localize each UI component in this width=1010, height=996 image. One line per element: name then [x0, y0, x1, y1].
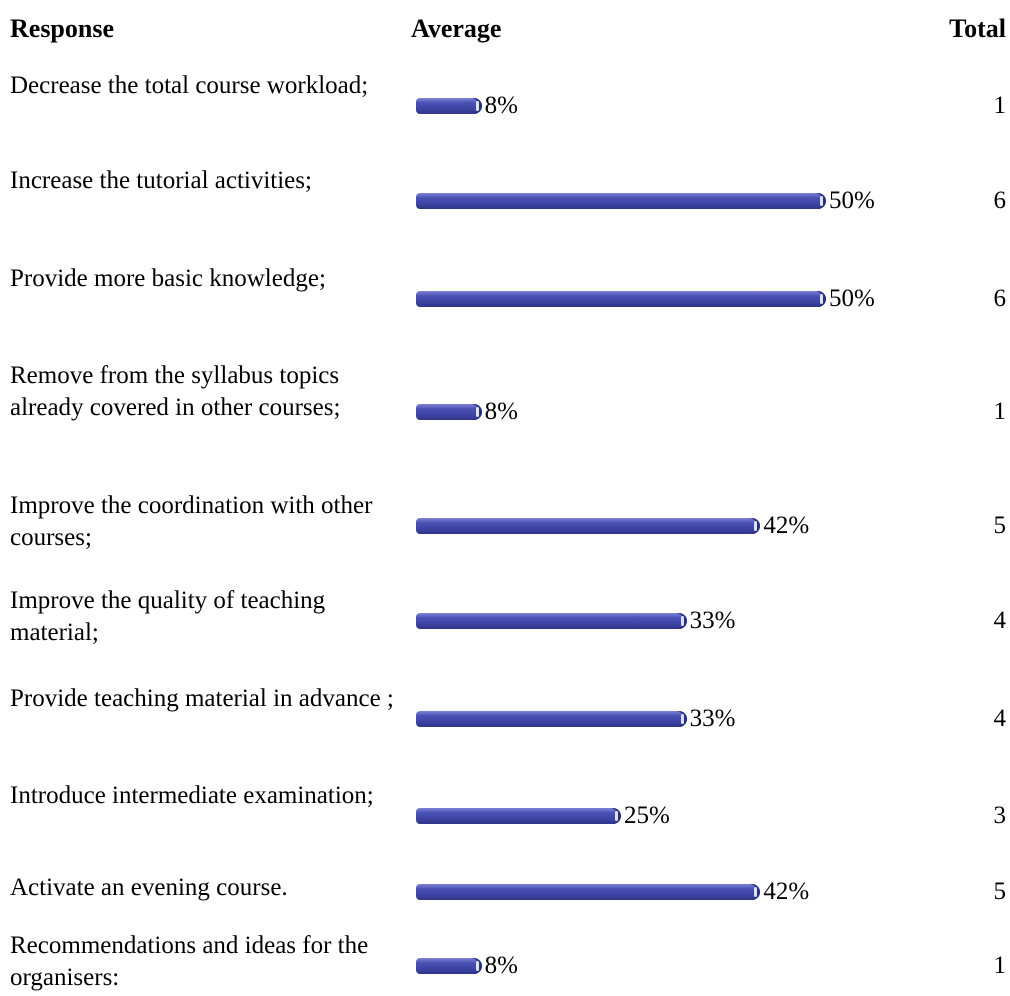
total-value: 4 [993, 607, 1007, 634]
table-row: Provide teaching material in advance ; 33… [0, 683, 1010, 755]
response-label: Improve the quality of teaching material… [10, 587, 326, 646]
average-bar [416, 958, 482, 974]
response-label: Increase the tutorial activities; [10, 167, 312, 194]
response-label: Decrease the total course workload; [10, 72, 369, 99]
average-bar [416, 193, 826, 209]
table-row: Provide more basic knowledge; 50% 6 [0, 263, 1010, 335]
total-value: 4 [993, 705, 1007, 732]
average-value-label: 42% [763, 878, 810, 905]
total-value: 1 [993, 92, 1007, 119]
table-row: Improve the quality of teaching material… [0, 585, 1010, 657]
table-row: Increase the tutorial activities; 50% 6 [0, 165, 1010, 237]
total-value: 5 [993, 878, 1007, 905]
column-header-total: Total [949, 14, 1006, 43]
average-value-label: 50% [829, 285, 875, 312]
average-bar [416, 518, 761, 534]
average-value-label: 50% [829, 187, 875, 214]
average-bar [416, 884, 761, 900]
table-row: Introduce intermediate examination; 25% 3 [0, 780, 1010, 852]
response-label: Provide more basic knowledge; [10, 265, 326, 292]
total-value: 1 [993, 952, 1007, 979]
response-label: Activate an evening course. [10, 874, 288, 901]
average-bar [416, 98, 482, 114]
average-value-label: 8% [484, 92, 518, 119]
column-header-average: Average [411, 14, 502, 43]
table-row: Recommendations and ideas for the organi… [0, 930, 1010, 996]
average-bar [416, 808, 621, 824]
average-value-label: 42% [763, 512, 810, 539]
response-label: Provide teaching material in advance ; [10, 685, 394, 712]
total-value: 5 [993, 512, 1007, 539]
average-value-label: 25% [624, 802, 670, 829]
average-value-label: 8% [484, 952, 518, 979]
table-row: Improve the coordination with other cour… [0, 490, 1010, 562]
response-label: Remove from the syllabus topics already … [10, 362, 341, 421]
table-row: Decrease the total course workload; 8% 1 [0, 70, 1010, 142]
average-value-label: 33% [689, 705, 736, 732]
average-bar [416, 613, 687, 629]
total-value: 3 [993, 802, 1007, 829]
total-value: 1 [993, 398, 1007, 425]
average-bar [416, 291, 826, 307]
average-value-label: 8% [484, 398, 518, 425]
average-bar [416, 711, 687, 727]
average-bar [416, 404, 482, 420]
column-header-response: Response [10, 14, 115, 43]
table-row: Remove from the syllabus topics already … [0, 360, 1010, 464]
total-value: 6 [993, 187, 1007, 214]
average-value-label: 33% [689, 607, 736, 634]
response-label: Improve the coordination with other cour… [10, 492, 373, 551]
response-label: Introduce intermediate examination; [10, 782, 374, 809]
total-value: 6 [993, 285, 1007, 312]
table-row: Activate an evening course. 42% 5 [0, 872, 1010, 912]
response-label: Recommendations and ideas for the organi… [10, 932, 369, 991]
